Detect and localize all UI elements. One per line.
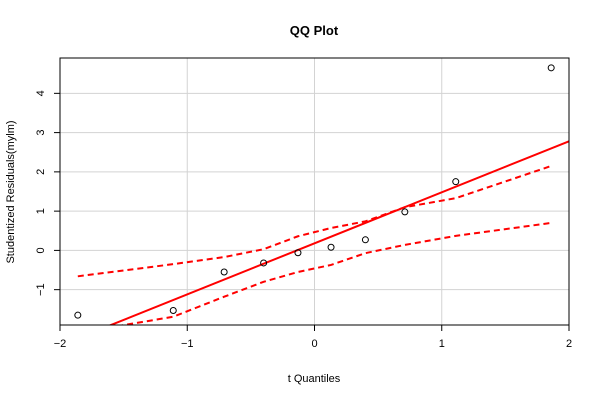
data-point-6 [361, 236, 369, 244]
data-point-8 [452, 178, 460, 186]
x-axis-label: t Quantiles [288, 373, 341, 385]
y-tick-label-3: 2 [35, 169, 47, 175]
reference-line [108, 140, 569, 325]
x-tick-label-1: −1 [181, 338, 194, 350]
data-point-3 [260, 259, 268, 267]
upper-confidence-envelope [77, 165, 552, 278]
x-tick-label-2: 0 [311, 338, 317, 350]
data-point-4 [294, 249, 302, 257]
y-axis-label: Studentized Residuals(mylm) [5, 120, 17, 263]
plot-area [60, 58, 569, 325]
y-tick-label-5: 4 [35, 90, 47, 96]
y-tick-label-2: 1 [35, 208, 47, 214]
chart-title: QQ Plot [290, 23, 339, 38]
y-tick-label-0: −1 [35, 283, 47, 296]
x-tick-label-4: 2 [566, 338, 572, 350]
data-point-5 [327, 243, 335, 251]
data-point-2 [220, 268, 228, 276]
data-point-0 [74, 311, 82, 319]
lower-confidence-envelope [118, 221, 552, 325]
data-point-7 [401, 208, 409, 216]
y-tick-label-1: 0 [35, 247, 47, 253]
y-tick-label-4: 3 [35, 130, 47, 136]
x-tick-label-0: −2 [54, 338, 67, 350]
x-tick-label-3: 1 [439, 338, 445, 350]
data-point-9 [547, 64, 555, 72]
data-point-1 [169, 306, 177, 314]
